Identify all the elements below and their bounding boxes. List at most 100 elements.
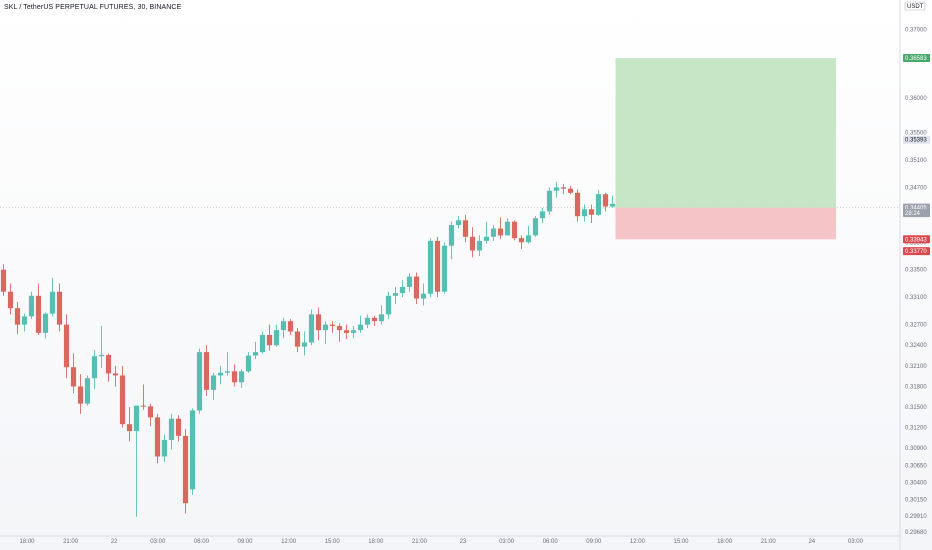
x-tick-label: 18:00: [19, 539, 35, 545]
price-tag: 0.35393: [903, 135, 930, 144]
candle-body: [525, 235, 532, 243]
candle-body: [196, 352, 203, 411]
candle: [364, 314, 371, 329]
candle: [539, 207, 546, 224]
candle-body: [315, 314, 322, 331]
candle-body: [539, 211, 546, 219]
candle: [189, 408, 196, 495]
candle-body: [294, 331, 301, 347]
candle-body: [77, 386, 84, 404]
candle-body: [210, 375, 217, 390]
candle: [350, 326, 357, 339]
price-tag-label: 0.33770: [905, 249, 927, 255]
y-tick-label: 0.32400: [905, 343, 927, 349]
candle: [343, 324, 350, 340]
candle: [322, 321, 329, 344]
candle: [595, 190, 602, 217]
y-tick-label: 0.30150: [905, 498, 927, 504]
candle-body: [588, 209, 595, 215]
candle-body: [63, 324, 70, 368]
candle: [105, 353, 112, 382]
candle: [140, 384, 147, 410]
y-tick-label: 0.29680: [905, 530, 927, 536]
candle-body: [35, 295, 42, 333]
candle: [245, 352, 252, 373]
candle: [371, 315, 378, 327]
candle: [448, 221, 455, 260]
candle: [378, 305, 385, 325]
candle: [546, 187, 553, 215]
candle-body: [350, 330, 357, 333]
candle: [462, 214, 469, 243]
candle-body: [462, 220, 469, 237]
candle-body: [455, 220, 462, 226]
price-tag-label: 28:24: [905, 211, 921, 217]
x-tick-label: 21:00: [63, 539, 79, 545]
currency-box: [904, 1, 926, 11]
candle-body: [392, 293, 399, 296]
candle: [210, 372, 217, 401]
price-tag: 0.33943: [903, 235, 930, 244]
y-tick-label: 0.33500: [905, 268, 927, 274]
y-tick-label: 0.31800: [905, 384, 927, 390]
price-tag-box: [903, 135, 930, 144]
candle-body: [434, 240, 441, 292]
x-tick-label: 15:00: [325, 539, 341, 545]
candle: [336, 323, 343, 342]
price-tag: 0.36583: [903, 54, 930, 63]
candle-body: [189, 410, 196, 490]
candle-body: [70, 367, 77, 387]
candle-body: [168, 418, 175, 440]
candle-body: [567, 188, 574, 193]
candle: [168, 413, 175, 450]
candle: [273, 324, 280, 347]
candle-body: [364, 317, 371, 325]
candle-body: [602, 194, 609, 207]
candle: [14, 301, 21, 335]
candle-body: [581, 209, 588, 217]
price-tag-label: 0.33943: [905, 237, 927, 243]
position-zones[interactable]: [615, 58, 837, 240]
candle: [266, 324, 273, 351]
candle: [315, 307, 322, 341]
candle: [91, 350, 98, 390]
candle: [392, 286, 399, 305]
candle: [49, 277, 56, 317]
candle-body: [217, 372, 224, 376]
candle-body: [245, 355, 252, 372]
candle-body: [609, 203, 616, 207]
candle-body: [483, 236, 490, 241]
candle: [70, 353, 77, 394]
candle-body: [140, 405, 147, 407]
candle: [112, 365, 119, 387]
candle: [497, 217, 504, 239]
y-tick-label: 0.29910: [905, 514, 927, 520]
price-tag-box: [903, 209, 930, 218]
candle: [609, 195, 616, 208]
candle: [469, 227, 476, 258]
price-tag: 0.33770: [903, 247, 930, 256]
price-tag-label: 0.35393: [905, 138, 927, 144]
x-tick-label: 03:00: [150, 539, 166, 545]
y-tick-label: 0.34700: [905, 185, 927, 191]
candle: [518, 235, 525, 250]
candle: [63, 314, 70, 379]
candle: [588, 204, 595, 224]
candles: [0, 181, 616, 517]
candle: [217, 365, 224, 385]
candle-body: [357, 324, 364, 331]
price-tag-box: [903, 54, 930, 63]
y-tick-label: 0.31200: [905, 426, 927, 432]
candle-body: [532, 218, 539, 236]
candle: [357, 315, 364, 333]
candle-body: [224, 371, 231, 373]
candle: [182, 429, 189, 514]
candle: [84, 375, 91, 406]
price-tag-box: [903, 247, 930, 256]
y-tick-label: 0.33100: [905, 295, 927, 301]
y-tick-label: 0.36000: [905, 96, 927, 102]
price-tag-box: [903, 235, 930, 244]
candle: [259, 331, 266, 354]
candle-body: [231, 371, 238, 383]
